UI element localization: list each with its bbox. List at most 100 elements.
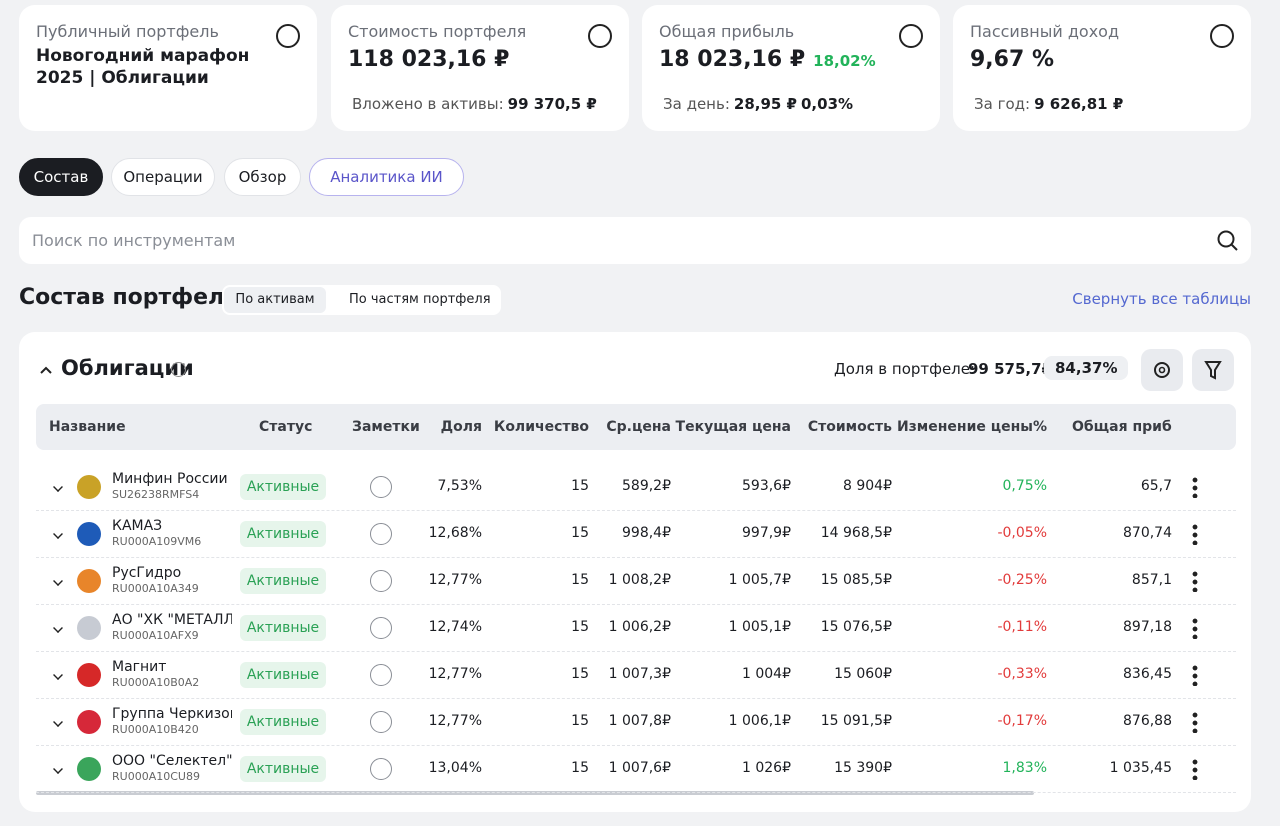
price-change: 0,75% <box>1002 478 1047 494</box>
bond-code: RU000A109VM6 <box>112 535 202 548</box>
issuer-logo <box>77 757 101 781</box>
search-bar[interactable]: Поиск по инструментам <box>19 217 1251 264</box>
sub-change: 0,03% <box>801 95 854 113</box>
status-badge: Активные <box>240 568 326 594</box>
status-badge: Активные <box>240 662 326 688</box>
table-header <box>36 404 1236 450</box>
column-header: Статус <box>259 419 313 435</box>
tab[interactable]: Обзор <box>224 158 301 196</box>
issuer-logo <box>77 616 101 640</box>
share-label: Доля в портфеле: <box>834 360 976 378</box>
share: 12,77% <box>428 713 482 729</box>
toggle-option[interactable]: По активам <box>224 287 326 313</box>
share: 13,04% <box>428 760 482 776</box>
help-icon[interactable] <box>171 362 186 377</box>
issuer-logo <box>77 475 101 499</box>
summary-card: Пассивный доход 9,67 % За год: 9 626,81 ₽ <box>953 5 1251 131</box>
table-row <box>36 464 1236 511</box>
card-chevron[interactable] <box>588 24 612 48</box>
collapse-all[interactable]: Свернуть все таблицы <box>1072 290 1251 308</box>
price-change: -0,17% <box>997 713 1047 729</box>
bond-name: Минфин России <box>112 471 228 487</box>
add-note[interactable] <box>370 570 392 592</box>
share-percent: 84,37% <box>1044 356 1129 380</box>
sub-value: 99 370,5 ₽ <box>507 95 597 113</box>
cost: 15 076,5₽ <box>820 619 892 635</box>
column-header: Общая прибыл <box>1072 419 1172 435</box>
card-value: 118 023,16 ₽ <box>348 47 510 72</box>
column-header: Доля <box>440 419 482 435</box>
bond-code: RU000A10B420 <box>112 723 199 736</box>
issuer-logo <box>77 522 101 546</box>
quantity: 15 <box>571 572 589 588</box>
table-row <box>36 605 1236 652</box>
current-price: 1 005,7₽ <box>728 572 791 588</box>
cost: 14 968,5₽ <box>820 525 892 541</box>
summary-card: Общая прибыль 18 023,16 ₽18,02% За день: 28… <box>642 5 940 131</box>
card-chevron[interactable] <box>899 24 923 48</box>
row-menu[interactable] <box>1191 664 1199 686</box>
cost: 15 085,5₽ <box>820 572 892 588</box>
cost: 8 904₽ <box>843 478 892 494</box>
bond-code: RU000A10B0A2 <box>112 676 200 689</box>
add-note[interactable] <box>370 664 392 686</box>
current-price: 997,9₽ <box>742 525 791 541</box>
add-note[interactable] <box>370 711 392 733</box>
total-profit: 857,1 <box>1131 572 1172 588</box>
card-chevron[interactable] <box>1210 24 1234 48</box>
collapse-chevron[interactable] <box>39 364 53 376</box>
sub-label: Вложено в активы: <box>352 95 504 113</box>
current-price: 1 006,1₽ <box>728 713 791 729</box>
card-value: 9,67 % <box>970 47 1054 72</box>
add-note[interactable] <box>370 523 392 545</box>
total-profit: 65,7 <box>1140 478 1172 494</box>
quantity: 15 <box>571 713 589 729</box>
sub-value: 9 626,81 ₽ <box>1034 95 1124 113</box>
card-label: Стоимость портфеля <box>348 22 527 41</box>
add-note[interactable] <box>370 617 392 639</box>
summary-card: Публичный портфель Новогодний марафон 202… <box>19 5 317 131</box>
current-price: 1 005,1₽ <box>728 619 791 635</box>
share: 7,53% <box>437 478 482 494</box>
total-profit: 897,18 <box>1123 619 1172 635</box>
avg-price: 1 008,2₽ <box>608 572 671 588</box>
share: 12,68% <box>428 525 482 541</box>
quantity: 15 <box>571 760 589 776</box>
row-menu[interactable] <box>1191 476 1199 498</box>
avg-price: 1 007,3₽ <box>608 666 671 682</box>
card-label: Публичный портфель <box>36 22 219 41</box>
quantity: 15 <box>571 619 589 635</box>
share: 12,74% <box>428 619 482 635</box>
quantity: 15 <box>571 478 589 494</box>
tab[interactable]: Состав <box>19 158 103 196</box>
settings-button[interactable] <box>1141 349 1183 391</box>
row-menu[interactable] <box>1191 570 1199 592</box>
price-change: -0,33% <box>997 666 1047 682</box>
column-header: Текущая цена <box>675 419 791 435</box>
row-menu[interactable] <box>1191 523 1199 545</box>
table-row <box>36 699 1236 746</box>
card-chevron[interactable] <box>276 24 300 48</box>
row-menu[interactable] <box>1191 758 1199 780</box>
total-profit: 870,74 <box>1123 525 1172 541</box>
add-note[interactable] <box>370 758 392 780</box>
bond-name: КАМАЗ <box>112 518 163 534</box>
share: 12,77% <box>428 666 482 682</box>
tab[interactable]: Аналитика ИИ <box>309 158 464 196</box>
sub-label: За день: <box>663 95 730 113</box>
row-menu[interactable] <box>1191 617 1199 639</box>
add-note[interactable] <box>370 476 392 498</box>
status-badge: Активные <box>240 521 326 547</box>
summary-card: Стоимость портфеля 118 023,16 ₽ Вложено в … <box>331 5 629 131</box>
column-header: Изменение цены% <box>896 419 1047 435</box>
filter-button[interactable] <box>1192 349 1234 391</box>
card-change: 18,02% <box>813 52 876 70</box>
column-header: Заметки <box>352 419 420 435</box>
total-profit: 836,45 <box>1123 666 1172 682</box>
toggle-option[interactable]: По частям портфеля <box>349 292 491 307</box>
section-title: Состав портфеля <box>19 285 239 310</box>
tab[interactable]: Операции <box>111 158 215 196</box>
share: 12,77% <box>428 572 482 588</box>
row-menu[interactable] <box>1191 711 1199 733</box>
